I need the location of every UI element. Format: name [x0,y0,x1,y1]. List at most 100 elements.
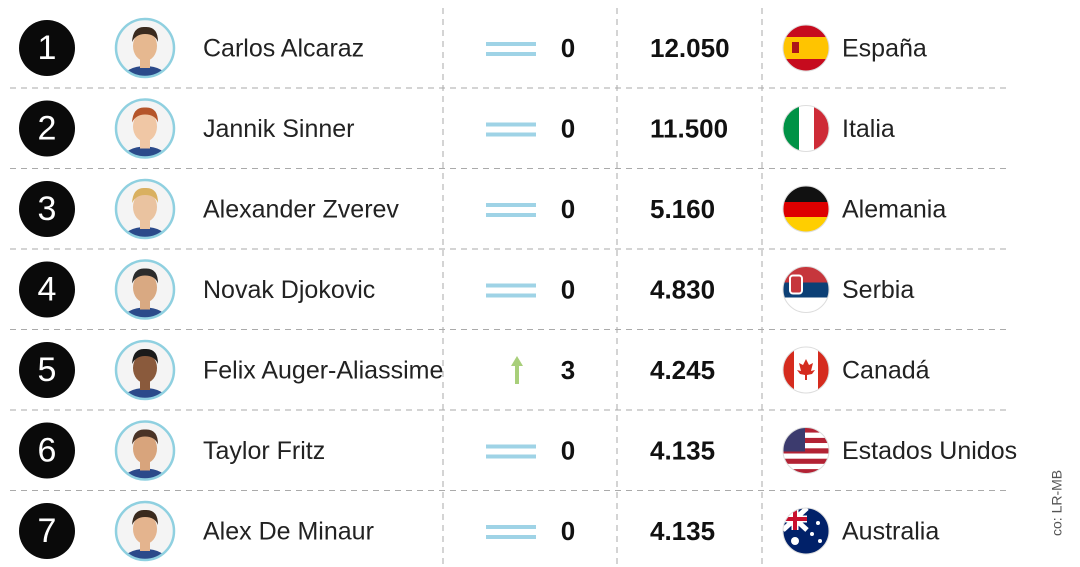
avatar-hair [132,107,158,123]
avatar-neck [140,539,150,551]
flag [782,507,830,555]
avatar [116,260,174,319]
avatar [116,341,174,399]
flag-emblem [789,274,803,295]
player-name: Felix Auger-Aliassime [203,357,443,385]
flag-stripe [783,202,829,217]
equal-bar [486,213,536,217]
credit: co: LR-MB [1049,470,1065,536]
flag-stripe [783,427,829,433]
country: Alemania [842,196,946,224]
change: 0 [561,33,575,63]
rank: 6 [38,431,57,469]
flag-ring [782,185,830,233]
flag-star [816,521,820,525]
avatar-shirt [123,66,167,77]
avatar-neck [140,378,150,390]
equal-bar [486,454,536,459]
avatar-shirt [123,468,167,480]
player-name: Carlos Alcaraz [203,35,364,63]
flag-stripe [783,469,829,474]
change: 0 [561,113,575,143]
equal-bar [486,42,536,46]
equal-bar [486,444,536,449]
flag-star [791,537,799,545]
avatar-hair [132,26,158,42]
avatar [116,19,174,77]
country: Australia [842,518,939,546]
country: Italia [842,115,895,143]
flag-stripe [818,347,829,393]
avatar-shirt [123,549,167,560]
flag-leaf [797,359,815,380]
avatar-face [133,353,157,383]
avatar-hair [132,509,158,525]
avatar-ring [114,17,176,79]
avatar-face [133,514,157,544]
flag-star [818,539,822,543]
flag-ring [782,24,830,72]
flag-body [783,186,829,232]
flag-stripe [783,347,794,393]
flag-ring [782,266,830,313]
player-name: Alexander Zverev [203,196,399,224]
avatar-face [133,272,157,303]
equal-bar [486,535,536,539]
rank: 7 [38,512,57,550]
country: Estados Unidos [842,437,1017,465]
flag-stripe [814,105,829,152]
flag [782,24,830,72]
avatar-face [133,111,157,142]
flag-stripe [783,437,829,444]
flag-stripe [783,448,829,454]
flag-stripe [783,186,829,202]
rank-badge [19,503,75,559]
avatar-shirt [123,307,167,319]
equal-bar [486,525,536,529]
flag-union [783,508,807,530]
avatar-hair [132,268,158,284]
avatar [116,421,174,480]
flag-emblem [792,42,799,53]
flag-body [783,25,829,71]
avatar-shirt [123,227,167,238]
points: 4.135 [650,435,715,465]
points: 4.830 [650,274,715,304]
rank-badge [19,261,75,318]
avatar [116,180,174,238]
flag-stripe [783,297,829,313]
equal-bar [486,122,536,127]
rank: 5 [38,351,57,389]
avatar-neck [140,458,150,471]
flag-stripe [783,217,829,232]
flag-stripe [783,37,829,59]
avatar-ring [114,339,176,401]
flag [782,105,830,152]
flag [782,185,830,233]
points: 12.050 [650,33,730,63]
avatar-hair [132,348,158,364]
flag-star [810,532,814,536]
flag-body [783,508,829,554]
avatar-face [133,31,157,61]
equal-bar [486,283,536,288]
rank-badge [19,100,75,157]
avatar-neck [140,56,150,68]
avatar-neck [140,297,150,310]
flag-stripe [783,458,829,464]
flag-body [783,266,829,313]
rank: 3 [38,190,57,228]
avatar-face [133,433,157,464]
flag-stripe [783,463,829,470]
avatar-ring [114,500,176,562]
rank-badge [19,342,75,398]
country: Serbia [842,276,914,304]
points: 11.500 [650,113,728,143]
avatar-neck [140,217,150,229]
flag-body [783,347,829,393]
change: 0 [561,435,575,465]
avatar-ring [114,178,176,240]
flag [782,427,830,474]
player-name: Jannik Sinner [203,115,354,143]
